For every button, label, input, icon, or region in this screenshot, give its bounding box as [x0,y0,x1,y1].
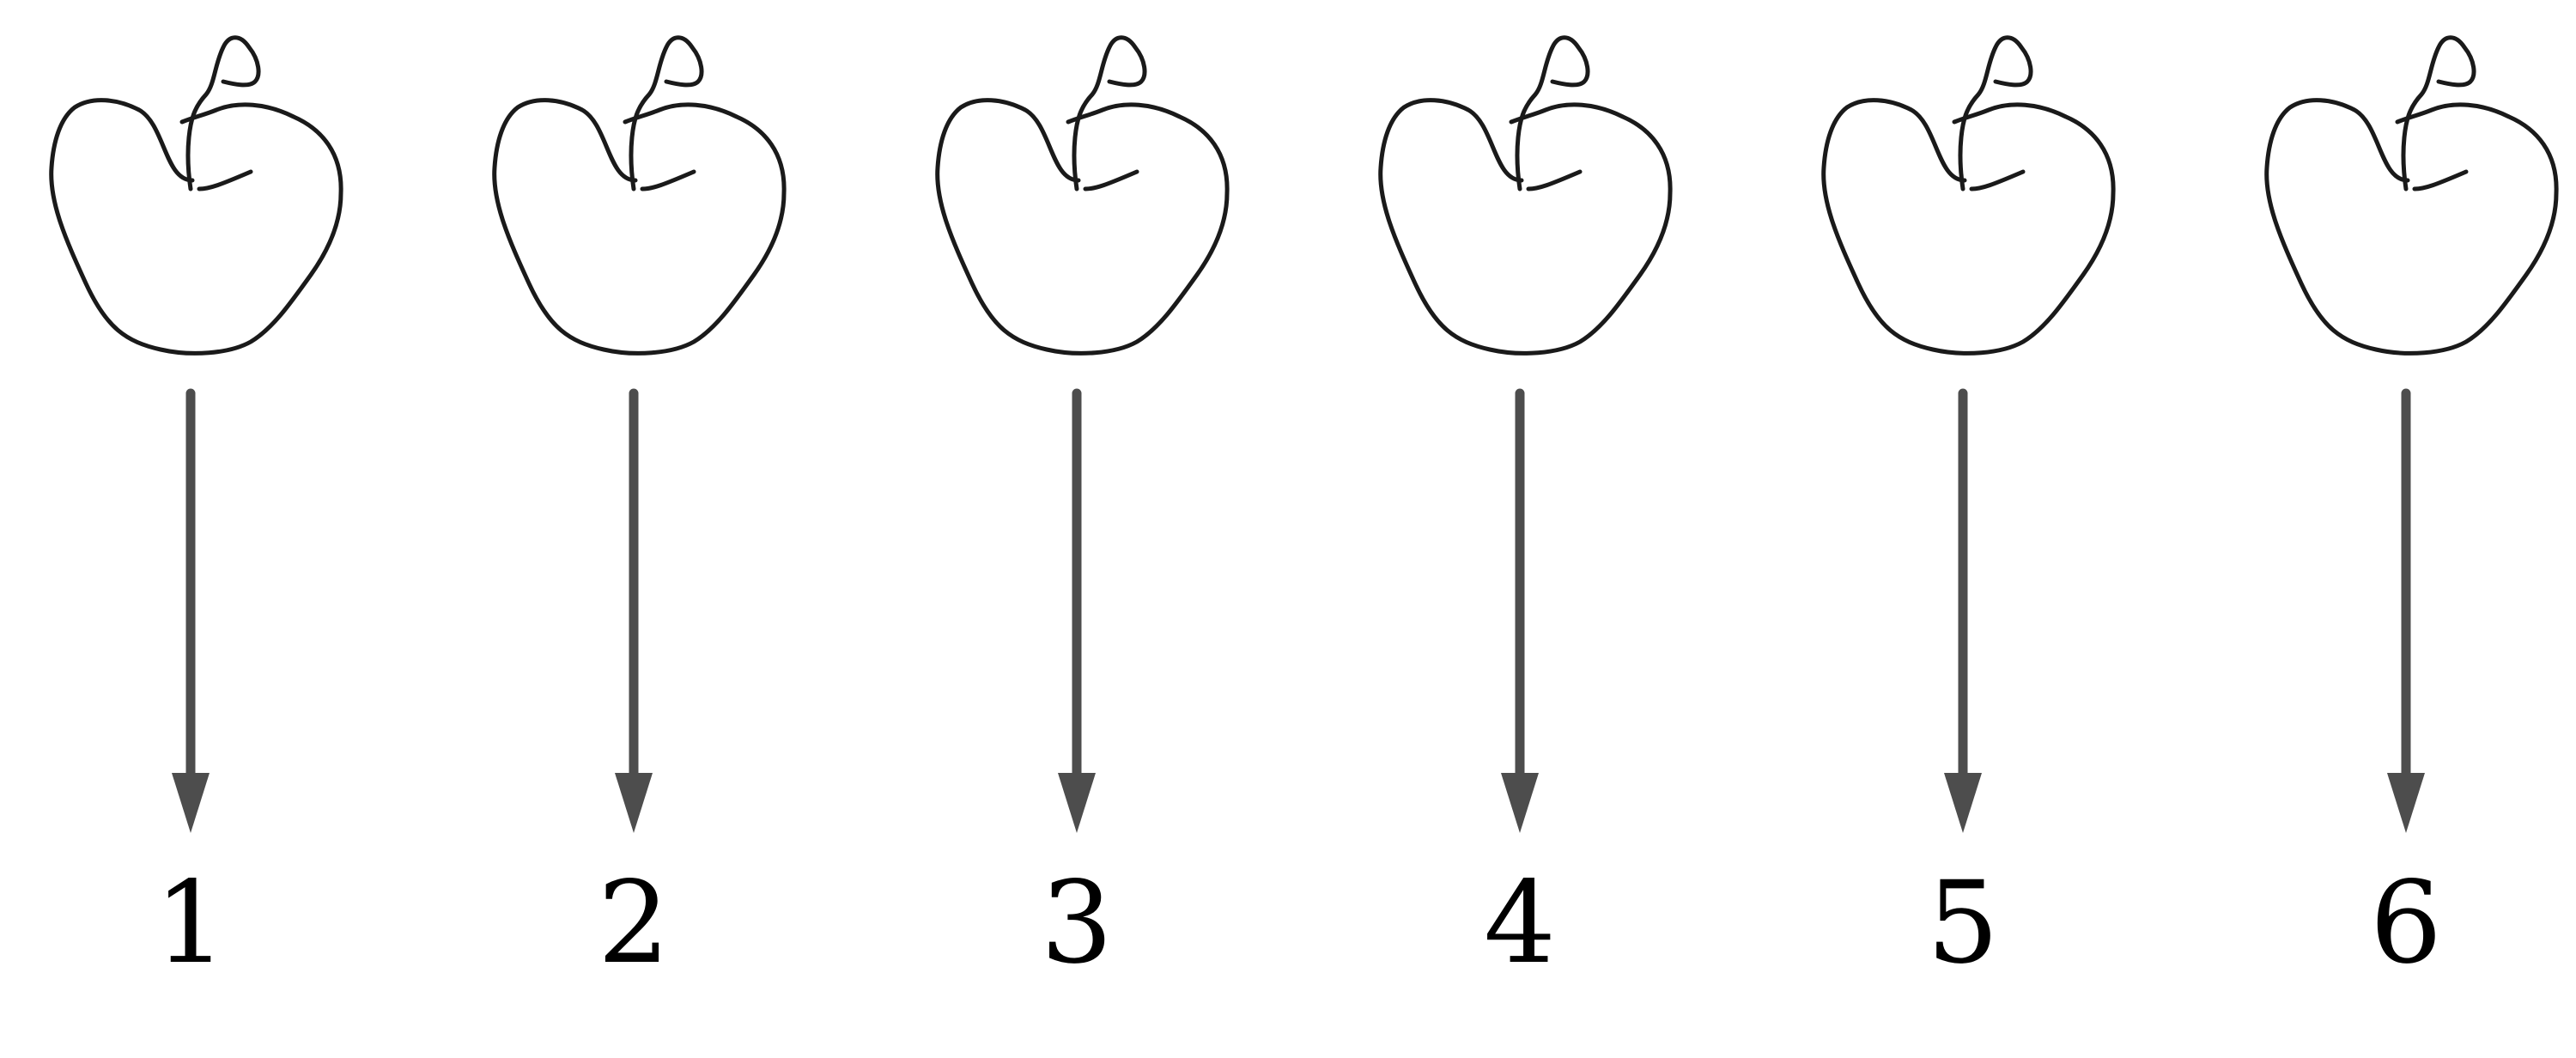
apple-icon [1381,38,1670,354]
count-label-2: 2 [598,857,670,989]
apple-icon [938,38,1227,354]
arrow-down-icon [1501,773,1539,833]
apple-icon [52,38,341,354]
arrow-down-icon [2387,773,2425,833]
arrow-down-icon [172,773,210,833]
apple-icon [2267,38,2556,354]
diagram-column-1 [52,38,341,833]
diagram-column-3 [938,38,1227,833]
diagram-column-5 [1824,38,2113,833]
diagram-column-2 [495,38,784,833]
arrow-down-icon [1058,773,1096,833]
apple-icon [1824,38,2113,354]
count-label-5: 5 [1927,857,1999,989]
count-label-6: 6 [2370,857,2442,989]
arrow-down-icon [1944,773,1982,833]
count-label-4: 4 [1484,857,1556,989]
count-label-3: 3 [1041,857,1113,989]
apple-icon [495,38,784,354]
diagram-column-6 [2267,38,2556,833]
diagram-column-4 [1381,38,1670,833]
count-label-1: 1 [155,857,227,989]
arrow-down-icon [615,773,653,833]
